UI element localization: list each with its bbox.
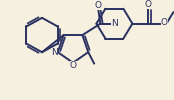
Text: O: O <box>69 61 77 70</box>
Text: O: O <box>161 18 168 27</box>
Text: O: O <box>145 0 152 9</box>
Text: N: N <box>111 19 118 28</box>
Text: N: N <box>51 48 58 57</box>
Text: O: O <box>95 1 102 10</box>
